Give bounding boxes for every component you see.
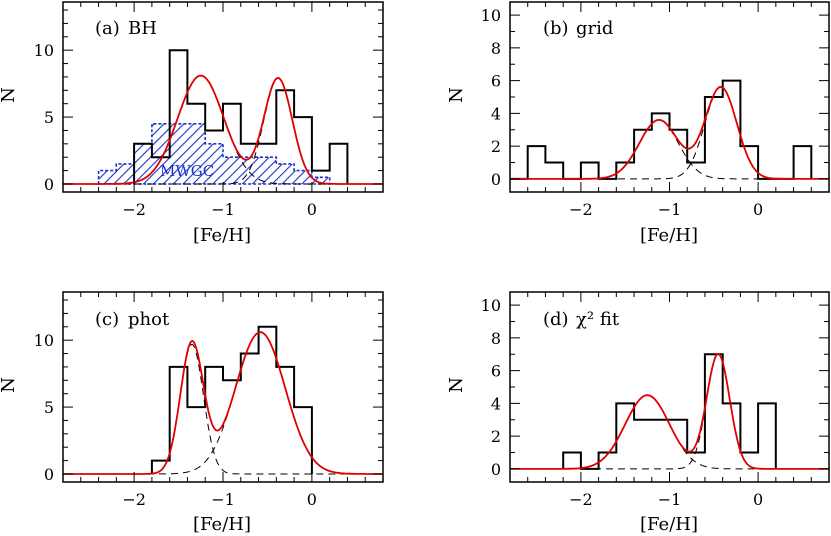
mwgc-label: MWGC xyxy=(160,162,214,180)
panel-c: −2 −1 0 0 5 10 (c) phot N [Fe/H] xyxy=(0,291,384,535)
panel-d-component-1 xyxy=(510,394,829,470)
panel-d-xlabel: [Fe/H] xyxy=(640,514,698,535)
panel-d-component-2 xyxy=(510,353,829,470)
panel-a-ytick-label: 5 xyxy=(44,108,54,127)
panel-b-xtick-label: −1 xyxy=(658,200,682,219)
panel-c-histogram xyxy=(150,325,313,474)
panel-a-title: BH xyxy=(128,18,157,39)
panel-b-content: −2 −1 0 0 2 4 6 8 10 xyxy=(481,1,830,219)
panel-a-xtick-label: 0 xyxy=(307,200,317,219)
panel-a: −2 −1 0 0 5 10 (a) BH MWGC N [Fe/H] xyxy=(0,1,384,246)
panel-b-ylabel: N xyxy=(446,87,467,103)
panel-d-ytick-label: 0 xyxy=(491,460,501,479)
panel-c-fit-curve xyxy=(63,331,383,475)
panel-d-content: −2 −1 0 0 2 4 6 8 10 xyxy=(481,291,830,509)
panel-b-title: grid xyxy=(576,18,613,39)
panel-a-xtick-label: −1 xyxy=(211,200,235,219)
panel-d-histogram xyxy=(562,353,777,470)
panel-d-xtick-label: 0 xyxy=(753,490,763,509)
panel-c-content: −2 −1 0 0 5 10 xyxy=(34,291,384,509)
panel-a-label: (a) xyxy=(95,18,120,39)
panel-b-ytick-label: 8 xyxy=(491,39,501,58)
panel-b-ytick-label: 2 xyxy=(491,137,501,156)
panel-d-ytick-label: 6 xyxy=(491,362,501,381)
panel-c-xtick-label: −2 xyxy=(122,490,146,509)
panel-d-ytick-label: 10 xyxy=(481,296,501,315)
panel-d-title: χ² fit xyxy=(576,309,620,330)
panel-c-component-1 xyxy=(63,343,383,475)
panel-d-label: (d) xyxy=(543,309,569,330)
panel-b-component-2 xyxy=(510,86,829,180)
panel-c-component-2 xyxy=(63,331,383,475)
panel-d-fit-curve xyxy=(510,352,829,470)
panel-c-ytick-label: 0 xyxy=(44,465,54,484)
panel-a-histogram xyxy=(133,49,349,184)
panel-c-ytick-label: 5 xyxy=(44,398,54,417)
panel-b: −2 −1 0 0 2 4 6 8 10 (b) grid N [Fe/H] xyxy=(446,1,830,246)
panel-c-title: phot xyxy=(128,309,170,330)
panel-b-histogram xyxy=(510,79,813,180)
panel-a-xlabel: [Fe/H] xyxy=(193,225,251,246)
panel-b-ytick-label: 4 xyxy=(491,104,501,123)
panel-c-xtick-label: −1 xyxy=(211,490,235,509)
panel-d-xtick-label: −1 xyxy=(658,490,682,509)
panel-c-ytick-label: 10 xyxy=(34,331,54,350)
panel-b-xtick-label: 0 xyxy=(753,200,763,219)
panel-d-ytick-label: 2 xyxy=(491,427,501,446)
panel-a-xtick-label: −2 xyxy=(122,200,146,219)
panel-b-xtick-label: −2 xyxy=(569,200,593,219)
panel-c-xlabel: [Fe/H] xyxy=(193,514,251,535)
panel-c-ylabel: N xyxy=(0,377,19,393)
panel-b-xlabel: [Fe/H] xyxy=(640,225,698,246)
panel-b-ytick-label: 10 xyxy=(481,6,501,25)
panel-d-ylabel: N xyxy=(446,377,467,393)
panel-b-ytick-label: 0 xyxy=(491,170,501,189)
panel-b-label: (b) xyxy=(543,18,569,39)
panel-d: −2 −1 0 0 2 4 6 8 10 (d) χ² fit N [Fe/H] xyxy=(446,291,830,535)
panel-b-ytick-label: 6 xyxy=(491,72,501,91)
panel-d-ytick-label: 4 xyxy=(491,394,501,413)
panel-a-ytick-label: 10 xyxy=(34,41,54,60)
panel-c-label: (c) xyxy=(95,309,119,330)
panel-a-ylabel: N xyxy=(0,87,19,103)
panel-d-ytick-label: 8 xyxy=(491,329,501,348)
panel-d-xtick-label: −2 xyxy=(569,490,593,509)
panel-a-content: −2 −1 0 0 5 10 xyxy=(34,1,384,219)
panel-a-ytick-label: 0 xyxy=(44,175,54,194)
panel-c-xtick-label: 0 xyxy=(307,490,317,509)
panel-b-fit-curve xyxy=(510,86,829,180)
panel-a-fit-curve xyxy=(63,74,383,185)
